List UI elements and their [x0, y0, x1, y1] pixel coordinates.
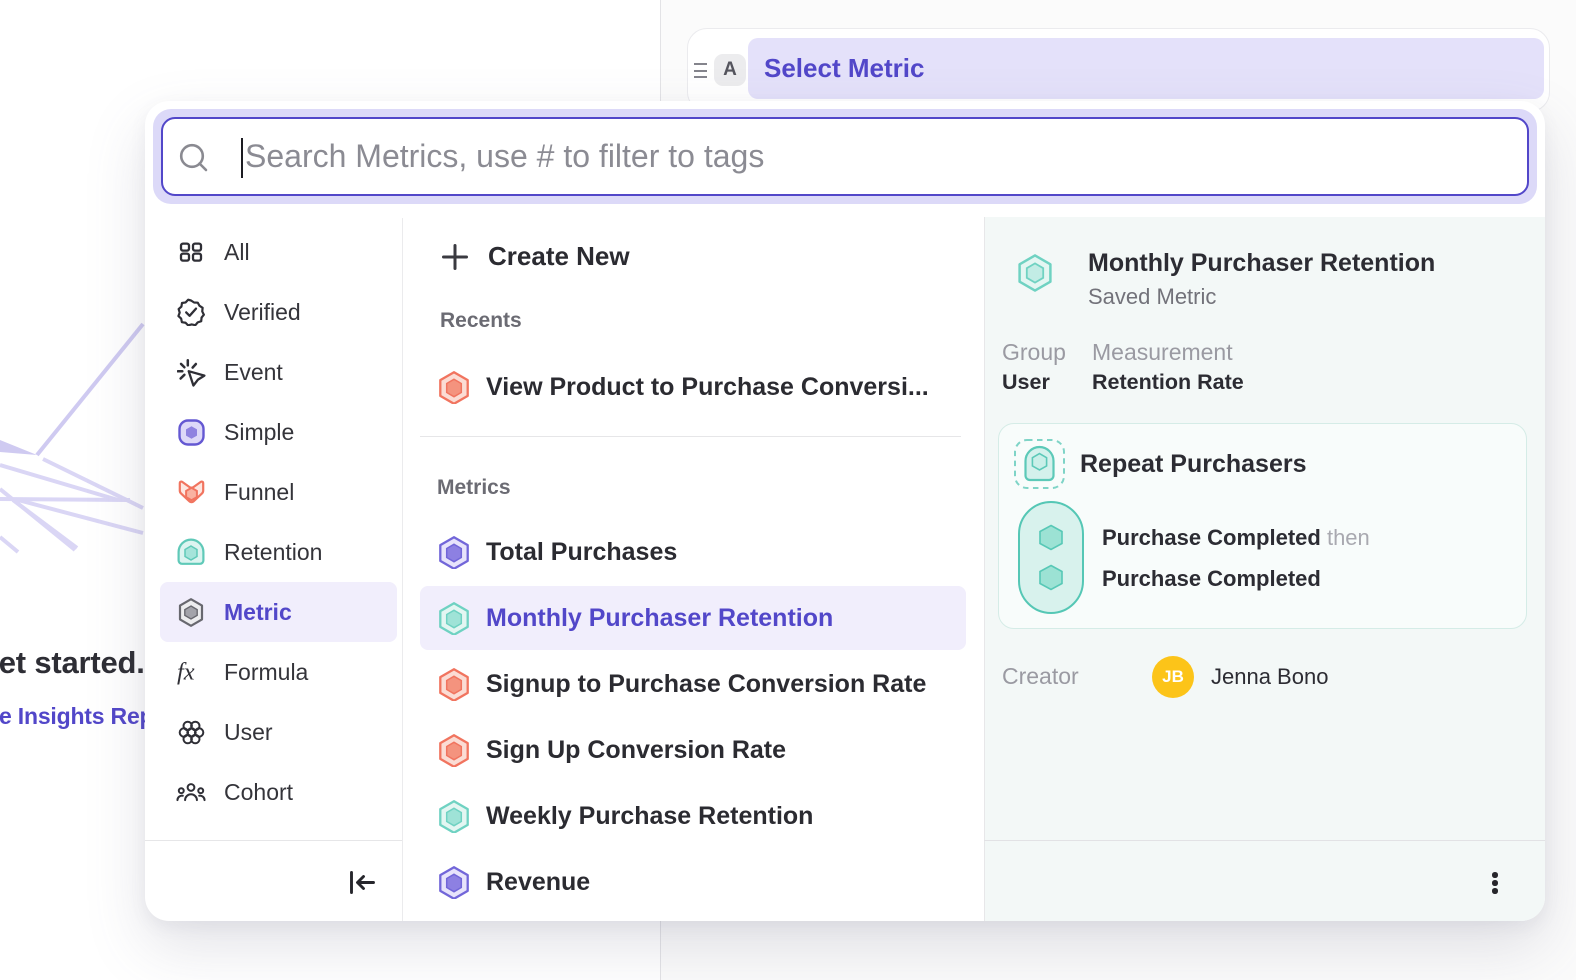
svg-text:fx: fx — [177, 659, 195, 686]
